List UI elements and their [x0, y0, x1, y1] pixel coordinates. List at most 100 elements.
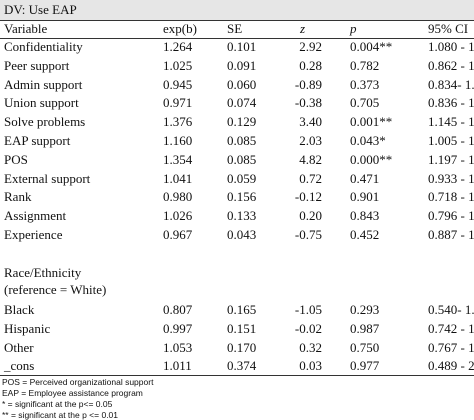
section-label: Race/Ethnicity [4, 265, 82, 280]
ci-cell: 1.080 - 1.480 [428, 39, 474, 54]
rule [0, 20, 474, 21]
variable-cell: POS [4, 151, 28, 167]
ci-cell: 0.836 - 1.129 [428, 95, 474, 111]
footnote: ** = significant at the p <= 0.01 [2, 410, 119, 420]
p-cell: 0.987 [350, 320, 380, 336]
z-cell: -0.38 [294, 95, 322, 111]
se-cell: 0.165 [227, 302, 257, 317]
variable-cell: Black [4, 302, 35, 317]
variable-cell: Peer support [4, 57, 70, 73]
variable-cell: EAP support [4, 133, 71, 148]
se-cell: 0.091 [227, 57, 257, 73]
se-cell: 0.060 [227, 76, 257, 92]
se-cell: 0.043 [227, 227, 257, 242]
footnote: EAP = Employee assistance program [2, 388, 143, 398]
exp-b-cell: 1.026 [163, 208, 193, 224]
se-cell: 0.059 [227, 170, 257, 186]
se-cell: 0.085 [227, 151, 257, 167]
rule [0, 38, 474, 39]
exp-b-cell: 1.041 [163, 170, 193, 186]
p-cell: 0.977 [350, 358, 380, 374]
title-bar [0, 0, 474, 20]
exp-b-cell: 1.264 [163, 39, 193, 54]
exp-b-cell: 0.807 [163, 302, 193, 317]
p-cell: 0.750 [350, 339, 380, 355]
p-cell: 0.293 [350, 302, 380, 317]
se-cell: 0.151 [227, 320, 257, 336]
ci-cell: 0.834- 1.070 [428, 76, 474, 92]
ci-cell: 0.742 - 1.341 [428, 320, 474, 336]
variable-cell: _cons [4, 358, 35, 374]
z-cell: 4.82 [299, 151, 322, 167]
p-cell: 0.004** [350, 39, 393, 54]
p-cell: 0.901 [350, 189, 380, 205]
z-cell: 0.72 [299, 170, 322, 186]
variable-cell: Solve problems [4, 114, 86, 130]
exp-b-cell: 0.967 [163, 227, 193, 242]
exp-b-cell: 0.971 [163, 95, 193, 111]
ci-cell: 0.767 - 1.446 [428, 339, 474, 355]
ci-cell: 0.489 - 2.088 [428, 358, 474, 374]
ci-cell: 0.862 - 1.219 [428, 57, 474, 73]
se-cell: 0.074 [227, 95, 257, 111]
rule [0, 375, 474, 376]
ci-cell: 0.933 - 1.163 [428, 170, 474, 186]
p-cell: 0.001** [350, 114, 393, 130]
ci-cell: 1.197 - 1.532 [428, 151, 474, 167]
exp-b-cell: 1.025 [163, 57, 193, 73]
p-cell: 0.373 [350, 76, 380, 92]
se-cell: 0.101 [227, 39, 257, 54]
z-cell: 0.32 [299, 339, 322, 355]
p-cell: 0.843 [350, 208, 380, 224]
exp-b-cell: 1.011 [163, 358, 192, 374]
ci-cell: 0.796 - 1.322 [428, 208, 474, 224]
exp-b-cell: 1.053 [163, 339, 193, 355]
z-cell: 2.92 [299, 39, 322, 54]
footnote: POS = Perceived organizational support [2, 377, 154, 387]
p-cell: 0.000** [350, 151, 393, 167]
ci-cell: 1.145 - 1.654 [428, 114, 474, 130]
variable-cell: Rank [4, 189, 32, 205]
column-header: Variable [4, 21, 48, 36]
z-cell: 0.28 [299, 57, 322, 73]
variable-cell: External support [4, 170, 91, 186]
se-cell: 0.085 [227, 133, 257, 148]
se-cell: 0.374 [227, 358, 257, 374]
exp-b-cell: 0.945 [163, 76, 193, 92]
se-cell: 0.129 [227, 114, 257, 130]
z-cell: 0.03 [299, 358, 322, 374]
ci-cell: 1.005 - 1.339 [428, 133, 474, 148]
variable-cell: Admin support [4, 76, 83, 92]
exp-b-cell: 1.160 [163, 133, 193, 148]
se-cell: 0.170 [227, 339, 257, 355]
z-cell: -0.89 [294, 76, 322, 92]
exp-b-cell: 1.354 [163, 151, 193, 167]
ci-cell: 0.887 - 1.055 [428, 227, 474, 242]
variable-cell: Other [4, 339, 34, 355]
exp-b-cell: 1.376 [163, 114, 193, 130]
exp-b-cell: 0.980 [163, 189, 193, 205]
variable-cell: Confidentiality [4, 39, 83, 54]
column-header: SE [227, 21, 243, 36]
variable-cell: Union support [4, 95, 79, 111]
z-cell: -0.12 [294, 189, 322, 205]
column-header: exp(b) [163, 21, 197, 36]
column-header: 95% CI [428, 21, 469, 36]
footnote: * = significant at the p<= 0.05 [2, 399, 113, 409]
variable-cell: Assignment [4, 208, 67, 224]
z-cell: 2.03 [299, 133, 322, 148]
se-cell: 0.156 [227, 189, 257, 205]
ci-cell: 0.718 - 1.338 [428, 189, 474, 205]
p-cell: 0.471 [350, 170, 380, 186]
column-header: z [300, 21, 306, 36]
column-header: p [350, 21, 357, 36]
z-cell: 0.20 [299, 208, 322, 224]
z-cell: -0.02 [294, 320, 322, 336]
p-cell: 0.782 [350, 57, 380, 73]
section-label: (reference = White) [4, 282, 107, 297]
z-cell: -0.75 [294, 227, 322, 242]
variable-cell: Hispanic [4, 320, 51, 336]
z-cell: 3.40 [299, 114, 322, 130]
p-cell: 0.043* [350, 133, 386, 148]
